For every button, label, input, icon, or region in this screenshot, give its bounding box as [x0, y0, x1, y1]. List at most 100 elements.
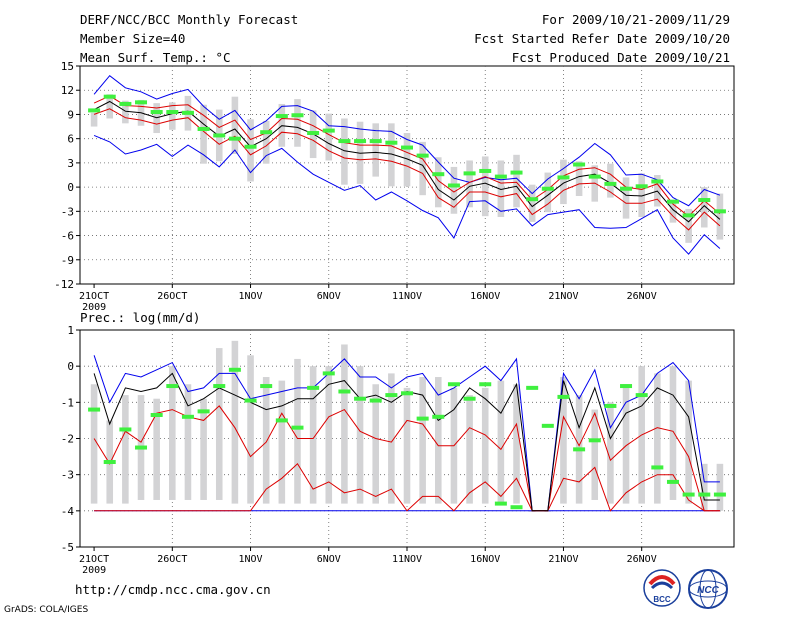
- prec-observed-marker: [228, 367, 241, 372]
- prec-xtick-label: 26OCT: [157, 554, 187, 565]
- prec-observed-marker: [666, 479, 679, 484]
- temp-observed-marker: [244, 144, 257, 149]
- temp-observed-marker: [541, 186, 554, 191]
- temp-ensemble-box: [341, 118, 348, 185]
- prec-observed-marker: [275, 418, 288, 423]
- prec-observed-marker: [510, 505, 523, 510]
- prec-observed-marker: [432, 414, 445, 419]
- prec-ensemble-box: [122, 395, 129, 504]
- prec-observed-marker: [291, 425, 304, 430]
- prec-ensemble-box: [215, 348, 223, 500]
- temp-ensemble-box: [622, 177, 630, 219]
- forecast-produced-date: Fcst Produced Date 2009/10/21: [511, 50, 730, 65]
- prec-observed-marker: [213, 384, 226, 389]
- prec-ensemble-box: [278, 380, 286, 504]
- temp-ensemble-box: [106, 94, 114, 119]
- precipitation-panel: -5 -4 -3 -2 -1 0 1 21OCT 26OCT 1NOV 6NOV 11NOV 16NOV…: [61, 324, 735, 576]
- temp-year-label: 2009: [82, 302, 106, 313]
- temp-observed-marker: [557, 175, 570, 180]
- temp-ytick-label: 9: [67, 108, 74, 121]
- prec-ensemble-box: [231, 340, 239, 504]
- temp-ensemble-box: [262, 120, 270, 164]
- prec-ensemble-box: [325, 366, 333, 504]
- prec-ensemble-box: [169, 366, 176, 500]
- prec-ensemble-box: [309, 366, 317, 504]
- temp-observed-marker: [713, 209, 726, 214]
- prec-observed-marker: [385, 393, 398, 398]
- temp-ensemble-box: [325, 113, 333, 161]
- prec-observed-marker: [166, 384, 179, 389]
- temp-observed-marker: [119, 101, 132, 106]
- footer-url: http://cmdp.ncc.cma.gov.cn: [75, 582, 271, 597]
- prec-ensemble-box: [247, 355, 254, 504]
- temp-xtick-label: 11NOV: [392, 291, 422, 302]
- temp-observed-marker: [291, 113, 304, 118]
- grads-credit: GrADS: COLA/IGES: [4, 605, 89, 615]
- prec-xtick-label: 26NOV: [627, 554, 657, 565]
- temp-observed-marker: [135, 100, 148, 105]
- prec-observed-marker: [150, 412, 163, 417]
- temp-observed-marker: [401, 145, 413, 150]
- ncc-logo-text: NCC: [697, 585, 719, 596]
- prec-ensemble-box: [184, 384, 192, 500]
- prec-ensemble-box: [560, 377, 567, 504]
- temp-ensemble-box: [544, 172, 552, 213]
- prec-observed-marker: [181, 414, 194, 419]
- temp-ensemble-box: [388, 123, 395, 187]
- prec-ensemble-box: [622, 384, 630, 504]
- temp-ytick-label: 15: [61, 60, 74, 73]
- temp-xtick-label: 1NOV: [238, 291, 262, 302]
- temp-ensemble-box: [200, 104, 207, 164]
- forecast-started-date: Fcst Started Refer Date 2009/10/20: [474, 31, 730, 46]
- prec-ensemble-box: [685, 380, 692, 504]
- prec-observed-marker: [103, 460, 116, 465]
- prec-xtick-label: 21NOV: [548, 554, 578, 565]
- prec-ytick-label: 0: [67, 360, 74, 373]
- prec-ensemble-box: [497, 380, 505, 504]
- temp-observed-marker: [181, 110, 194, 115]
- temp-observed-marker: [682, 213, 695, 218]
- temp-mean-line: [93, 100, 721, 223]
- temp-ensemble-box: [528, 184, 536, 222]
- prec-ensemble-box: [513, 384, 520, 504]
- prec-ensemble-box: [528, 510, 536, 512]
- temp-observed-marker: [635, 184, 648, 189]
- bcc-logo-icon: BCC: [640, 568, 686, 612]
- prec-observed-marker: [135, 445, 148, 450]
- temp-min-line: [93, 134, 721, 255]
- temp-ytick-label: 12: [61, 84, 74, 97]
- prec-observed-marker: [604, 403, 617, 408]
- temp-ensemble-box: [481, 156, 489, 217]
- temp-observed-marker: [666, 199, 679, 204]
- prec-max-line: [93, 355, 720, 512]
- temp-ensemble-box: [169, 102, 176, 130]
- prec-ensemble-box: [388, 373, 395, 504]
- temp-upper-quartile-line: [93, 95, 721, 217]
- temp-max-line: [93, 75, 721, 207]
- prec-xtick-label: 6NOV: [317, 554, 341, 565]
- prec-observed-marker: [479, 382, 492, 387]
- prec-observed-marker: [588, 438, 601, 443]
- ncc-logo-icon: NCC: [684, 568, 732, 614]
- temp-observed-marker: [275, 114, 288, 119]
- prec-observed-marker: [416, 416, 429, 421]
- prec-observed-marker: [244, 398, 257, 403]
- prec-ensemble-box: [700, 463, 708, 511]
- prec-observed-marker: [557, 394, 570, 399]
- temp-observed-marker: [604, 181, 617, 186]
- temp-ytick-label: 3: [67, 157, 74, 170]
- temp-ensemble-box: [716, 193, 724, 240]
- temp-lower-quartile-line: [93, 108, 721, 231]
- temp-observed-marker: [338, 139, 351, 144]
- temp-ensemble-box: [669, 200, 677, 223]
- prec-ytick-label: 1: [67, 324, 74, 337]
- prec-observed-marker: [620, 384, 633, 389]
- prec-lower-quartile-line: [94, 463, 720, 512]
- temp-observed-marker: [369, 139, 382, 144]
- prec-ensemble-box: [466, 395, 473, 504]
- temp-observed-marker: [651, 179, 664, 184]
- prec-observed-marker: [713, 492, 726, 497]
- temp-ensemble-box: [247, 119, 254, 182]
- prec-ensemble-box: [341, 344, 348, 504]
